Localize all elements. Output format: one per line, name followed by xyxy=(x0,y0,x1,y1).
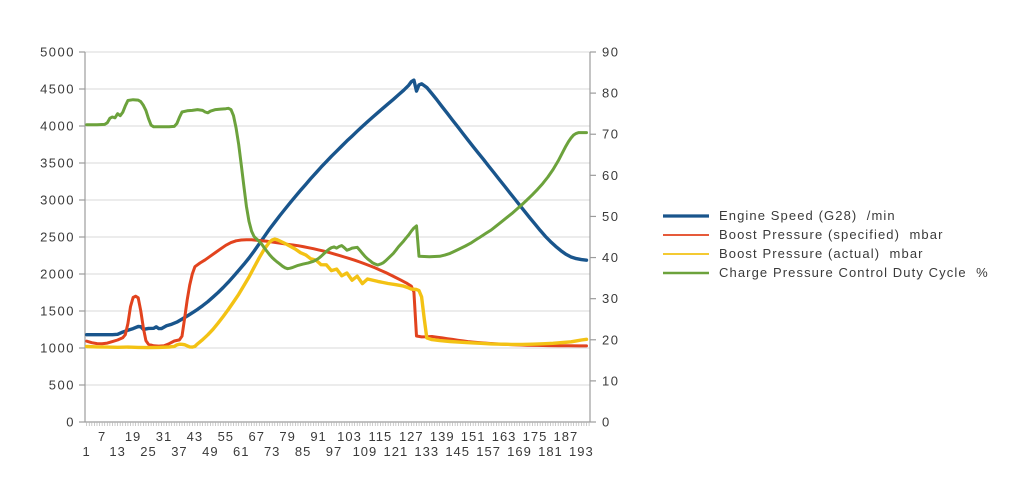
series-line-engine-speed xyxy=(84,78,589,337)
x-axis-label-upper: 127 xyxy=(399,429,424,444)
left-axis-tick-label: 2000 xyxy=(40,267,75,282)
x-axis-label-lower: 61 xyxy=(233,444,249,459)
legend-label-boost-actual: Boost Pressure (actual) mbar xyxy=(719,246,924,261)
x-axis-label-upper: 43 xyxy=(187,429,203,444)
x-axis-label-lower: 85 xyxy=(295,444,311,459)
x-axis-label-upper: 103 xyxy=(337,429,362,444)
left-axis-tick-label: 4000 xyxy=(40,119,75,134)
x-axis-label-upper: 7 xyxy=(98,429,106,444)
x-axis-label-lower: 1 xyxy=(83,444,91,459)
x-axis-label-upper: 163 xyxy=(492,429,517,444)
right-axis-tick-label: 50 xyxy=(602,209,619,224)
legend-item-duty-cycle: Charge Pressure Control Duty Cycle % xyxy=(662,263,989,282)
x-axis-label-lower: 157 xyxy=(476,444,501,459)
legend-label-boost-specified: Boost Pressure (specified) mbar xyxy=(719,227,944,242)
x-axis-label-lower: 169 xyxy=(507,444,532,459)
right-axis-tick-label: 10 xyxy=(602,373,619,388)
legend-swatch-duty-cycle xyxy=(663,271,709,274)
legend-swatch-boost-actual xyxy=(663,252,709,255)
x-axis-label-lower: 145 xyxy=(445,444,470,459)
x-axis-label-upper: 115 xyxy=(369,429,393,444)
right-axis-tick-label: 40 xyxy=(602,250,619,265)
x-axis-label-upper: 19 xyxy=(125,429,141,444)
right-axis-tick-label: 90 xyxy=(602,45,619,60)
left-axis-tick-label: 1000 xyxy=(40,341,75,356)
legend-item-boost-actual: Boost Pressure (actual) mbar xyxy=(662,244,989,263)
legend-label-engine-speed: Engine Speed (G28) /min xyxy=(719,208,896,223)
x-axis-label-lower: 37 xyxy=(171,444,187,459)
x-axis-label-upper: 139 xyxy=(430,429,455,444)
left-axis-tick-label: 5000 xyxy=(40,45,75,60)
left-axis-tick-label: 2500 xyxy=(40,230,75,245)
x-axis-label-upper: 175 xyxy=(523,429,548,444)
left-axis-tick-label: 3500 xyxy=(40,156,75,171)
right-axis-tick-label: 60 xyxy=(602,168,619,183)
series-line-boost-specified xyxy=(85,238,588,348)
x-axis-label-lower: 109 xyxy=(353,444,378,459)
legend: Engine Speed (G28) /min Boost Pressure (s… xyxy=(662,206,989,282)
right-axis-tick-label: 20 xyxy=(602,332,619,347)
x-axis-label-upper: 187 xyxy=(554,429,579,444)
legend-swatch-engine-speed xyxy=(663,213,709,218)
left-axis-tick-label: 0 xyxy=(66,415,75,430)
left-axis-tick-label: 1500 xyxy=(40,304,75,319)
x-axis-label-upper: 79 xyxy=(279,429,295,444)
series-line-duty-cycle xyxy=(85,98,588,271)
right-axis-tick-label: 0 xyxy=(602,415,611,430)
x-axis-label-upper: 91 xyxy=(310,429,326,444)
x-axis-label-upper: 55 xyxy=(218,429,234,444)
x-axis-label-lower: 121 xyxy=(384,444,409,459)
x-axis-label-lower: 97 xyxy=(326,444,342,459)
legend-swatch-boost-specified xyxy=(663,233,709,236)
x-axis-label-lower: 181 xyxy=(538,444,563,459)
left-axis-tick-label: 3000 xyxy=(40,193,75,208)
right-axis-tick-label: 70 xyxy=(602,127,619,142)
series-line-boost-actual xyxy=(84,237,589,350)
x-axis-label-lower: 133 xyxy=(414,444,439,459)
right-axis-tick-label: 80 xyxy=(602,86,619,101)
x-axis-label-lower: 73 xyxy=(264,444,280,459)
legend-item-engine-speed: Engine Speed (G28) /min xyxy=(662,206,989,225)
x-axis-label-lower: 13 xyxy=(109,444,125,459)
legend-item-boost-specified: Boost Pressure (specified) mbar xyxy=(662,225,989,244)
x-axis-label-lower: 49 xyxy=(202,444,218,459)
x-axis-label-upper: 151 xyxy=(461,429,486,444)
left-axis-tick-label: 4500 xyxy=(40,82,75,97)
x-axis-label-upper: 31 xyxy=(156,429,172,444)
legend-label-duty-cycle: Charge Pressure Control Duty Cycle % xyxy=(719,265,989,280)
x-axis-label-lower: 25 xyxy=(140,444,156,459)
x-axis-label-upper: 67 xyxy=(248,429,264,444)
x-axis-label-lower: 193 xyxy=(569,444,594,459)
left-axis-tick-label: 500 xyxy=(49,378,75,393)
right-axis-tick-label: 30 xyxy=(602,291,619,306)
